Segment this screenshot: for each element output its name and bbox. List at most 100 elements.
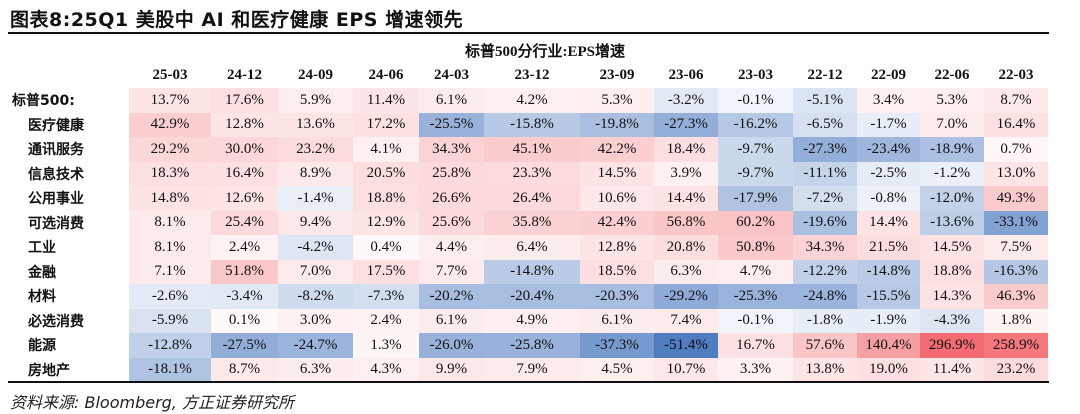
value-cell: 50.8% xyxy=(718,235,793,260)
row-label: 材料 xyxy=(28,289,56,306)
eps-growth-table: 25-03 24-12 24-09 24-06 24-03 23-12 23-09 23-06… xyxy=(8,62,1048,382)
value-cell: -4.2% xyxy=(278,235,353,260)
value-cell: 12.6% xyxy=(211,186,278,211)
value-cell: -1.4% xyxy=(278,186,353,211)
row-label: 必选消费 xyxy=(28,313,84,330)
value-cell: 30.0% xyxy=(211,137,278,162)
value-cell: -29.2% xyxy=(654,284,718,309)
value-cell: 3.3% xyxy=(718,357,793,382)
column-header: 22-12 xyxy=(807,66,843,83)
value-cell: -23.4% xyxy=(857,137,920,162)
value-cell: 8.7% xyxy=(211,357,278,382)
value-cell: 14.8% xyxy=(129,186,211,211)
value-cell: 4.2% xyxy=(484,88,580,113)
value-cell: 13.6% xyxy=(278,112,353,137)
table-row: 材料 -2.6% -3.4% -8.2% -7.3% -20.2% -20.4% -20.3%… xyxy=(8,284,1048,309)
value-cell: 23.2% xyxy=(984,357,1048,382)
value-cell: 35.8% xyxy=(484,210,580,235)
row-label: 公用事业 xyxy=(28,191,84,208)
value-cell: 7.0% xyxy=(920,112,984,137)
value-cell: -19.6% xyxy=(793,210,857,235)
value-cell: 6.1% xyxy=(419,88,484,113)
value-cell: 26.6% xyxy=(419,186,484,211)
value-cell: 7.4% xyxy=(654,308,718,333)
value-cell: -3.2% xyxy=(654,88,718,113)
value-cell: 14.3% xyxy=(920,284,984,309)
value-cell: 7.0% xyxy=(278,259,353,284)
value-cell: 17.6% xyxy=(211,88,278,113)
column-header: 24-03 xyxy=(434,66,469,83)
column-header: 23-09 xyxy=(599,66,635,83)
value-cell: 16.4% xyxy=(211,161,278,186)
value-cell: 17.2% xyxy=(353,112,419,137)
row-label: 可选消费 xyxy=(28,215,84,232)
value-cell: 25.8% xyxy=(419,161,484,186)
value-cell: -11.1% xyxy=(793,161,857,186)
value-cell: -9.7% xyxy=(718,161,793,186)
value-cell: 10.7% xyxy=(654,357,718,382)
value-cell: 4.7% xyxy=(718,259,793,284)
value-cell: 26.4% xyxy=(484,186,580,211)
value-cell: 49.3% xyxy=(984,186,1048,211)
value-cell: -12.8% xyxy=(129,333,211,358)
bottom-rule xyxy=(8,381,1049,383)
value-cell: -15.5% xyxy=(857,284,920,309)
row-label: 工业 xyxy=(28,240,56,257)
value-cell: 8.7% xyxy=(984,88,1048,113)
value-cell: 18.3% xyxy=(129,161,211,186)
value-cell: 14.5% xyxy=(580,161,654,186)
value-cell: 60.2% xyxy=(718,210,793,235)
top-rule xyxy=(8,32,1049,34)
value-cell: -2.5% xyxy=(857,161,920,186)
value-cell: 1.3% xyxy=(353,333,419,358)
value-cell: 23.2% xyxy=(278,137,353,162)
table-row: 能源 -12.8% -27.5% -24.7% 1.3% -26.0% -25.8% -37.… xyxy=(8,333,1048,358)
value-cell: -0.1% xyxy=(718,308,793,333)
value-cell: -12.2% xyxy=(793,259,857,284)
value-cell: 25.6% xyxy=(419,210,484,235)
column-header: 22-09 xyxy=(871,66,906,83)
value-cell: -33.1% xyxy=(984,210,1048,235)
column-header: 23-12 xyxy=(514,66,550,83)
value-cell: 258.9% xyxy=(984,333,1048,358)
value-cell: -0.1% xyxy=(718,88,793,113)
value-cell: 0.7% xyxy=(984,137,1048,162)
value-cell: -7.2% xyxy=(793,186,857,211)
source-note: 资料来源: Bloomberg, 方正证券研究所 xyxy=(10,393,294,412)
value-cell: 8.9% xyxy=(278,161,353,186)
value-cell: 6.4% xyxy=(484,235,580,260)
value-cell: 12.8% xyxy=(211,112,278,137)
value-cell: 23.3% xyxy=(484,161,580,186)
value-cell: -25.8% xyxy=(484,333,580,358)
row-label: 能源 xyxy=(28,338,56,355)
value-cell: 9.4% xyxy=(278,210,353,235)
value-cell: 34.3% xyxy=(419,137,484,162)
column-header: 24-12 xyxy=(227,66,262,83)
value-cell: -3.4% xyxy=(211,284,278,309)
value-cell: 45.1% xyxy=(484,137,580,162)
value-cell: -20.3% xyxy=(580,284,654,309)
column-header: 23-03 xyxy=(738,66,773,83)
table-row: 金融 7.1% 51.8% 7.0% 17.5% 7.7% -14.8% 18.5% 6.3% 4… xyxy=(8,259,1048,284)
value-cell: -7.3% xyxy=(353,284,419,309)
value-cell: 5.3% xyxy=(920,88,984,113)
value-cell: 56.8% xyxy=(654,210,718,235)
value-cell: -17.9% xyxy=(718,186,793,211)
value-cell: -1.7% xyxy=(857,112,920,137)
value-cell: 4.5% xyxy=(580,357,654,382)
table-row: 可选消费 8.1% 25.4% 9.4% 12.9% 25.6% 35.8% 42.4% 56.… xyxy=(8,210,1048,235)
row-label: 标普500: xyxy=(12,93,75,110)
value-cell: 20.8% xyxy=(654,235,718,260)
value-cell: 12.9% xyxy=(353,210,419,235)
value-cell: 3.9% xyxy=(654,161,718,186)
value-cell: 16.7% xyxy=(718,333,793,358)
row-label: 金融 xyxy=(28,264,56,281)
value-cell: 20.5% xyxy=(353,161,419,186)
value-cell: 18.4% xyxy=(654,137,718,162)
value-cell: 6.3% xyxy=(654,259,718,284)
value-cell: -18.1% xyxy=(129,357,211,382)
value-cell: -15.8% xyxy=(484,112,580,137)
value-cell: 0.1% xyxy=(211,308,278,333)
value-cell: -24.7% xyxy=(278,333,353,358)
value-cell: -14.8% xyxy=(484,259,580,284)
